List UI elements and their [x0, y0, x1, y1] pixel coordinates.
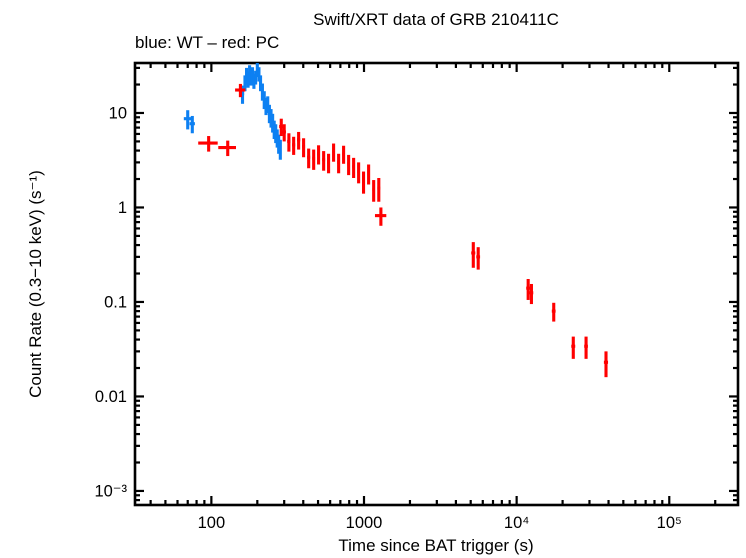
x-tick-label: 1000 [346, 514, 383, 532]
wt-series [183, 63, 282, 160]
x-tick-label: 100 [198, 514, 226, 532]
chart-subtitle: blue: WT – red: PC [135, 33, 279, 52]
plot-axes [133, 61, 740, 507]
y-tick-label: 0.1 [104, 293, 127, 311]
x-tick-label: 10⁵ [657, 514, 682, 532]
y-tick-label: 0.01 [95, 388, 127, 406]
y-tick-label: 1 [118, 199, 127, 217]
axis-tick-labels: 100 1000 10⁴ 10⁵ 10 1 0.1 0.01 10⁻³ [94, 104, 681, 532]
y-axis-label: Count Rate (0.3−10 keV) (s⁻¹) [26, 170, 45, 398]
plot-data-series [183, 63, 609, 378]
x-tick-label: 10⁴ [504, 514, 529, 532]
y-tick-label: 10 [109, 104, 127, 122]
x-axis-label: Time since BAT trigger (s) [338, 536, 533, 555]
y-tick-label: 10⁻³ [94, 482, 127, 500]
chart-title: Swift/XRT data of GRB 210411C [313, 10, 559, 29]
plot-frame [133, 61, 740, 507]
pc-series [198, 83, 609, 378]
